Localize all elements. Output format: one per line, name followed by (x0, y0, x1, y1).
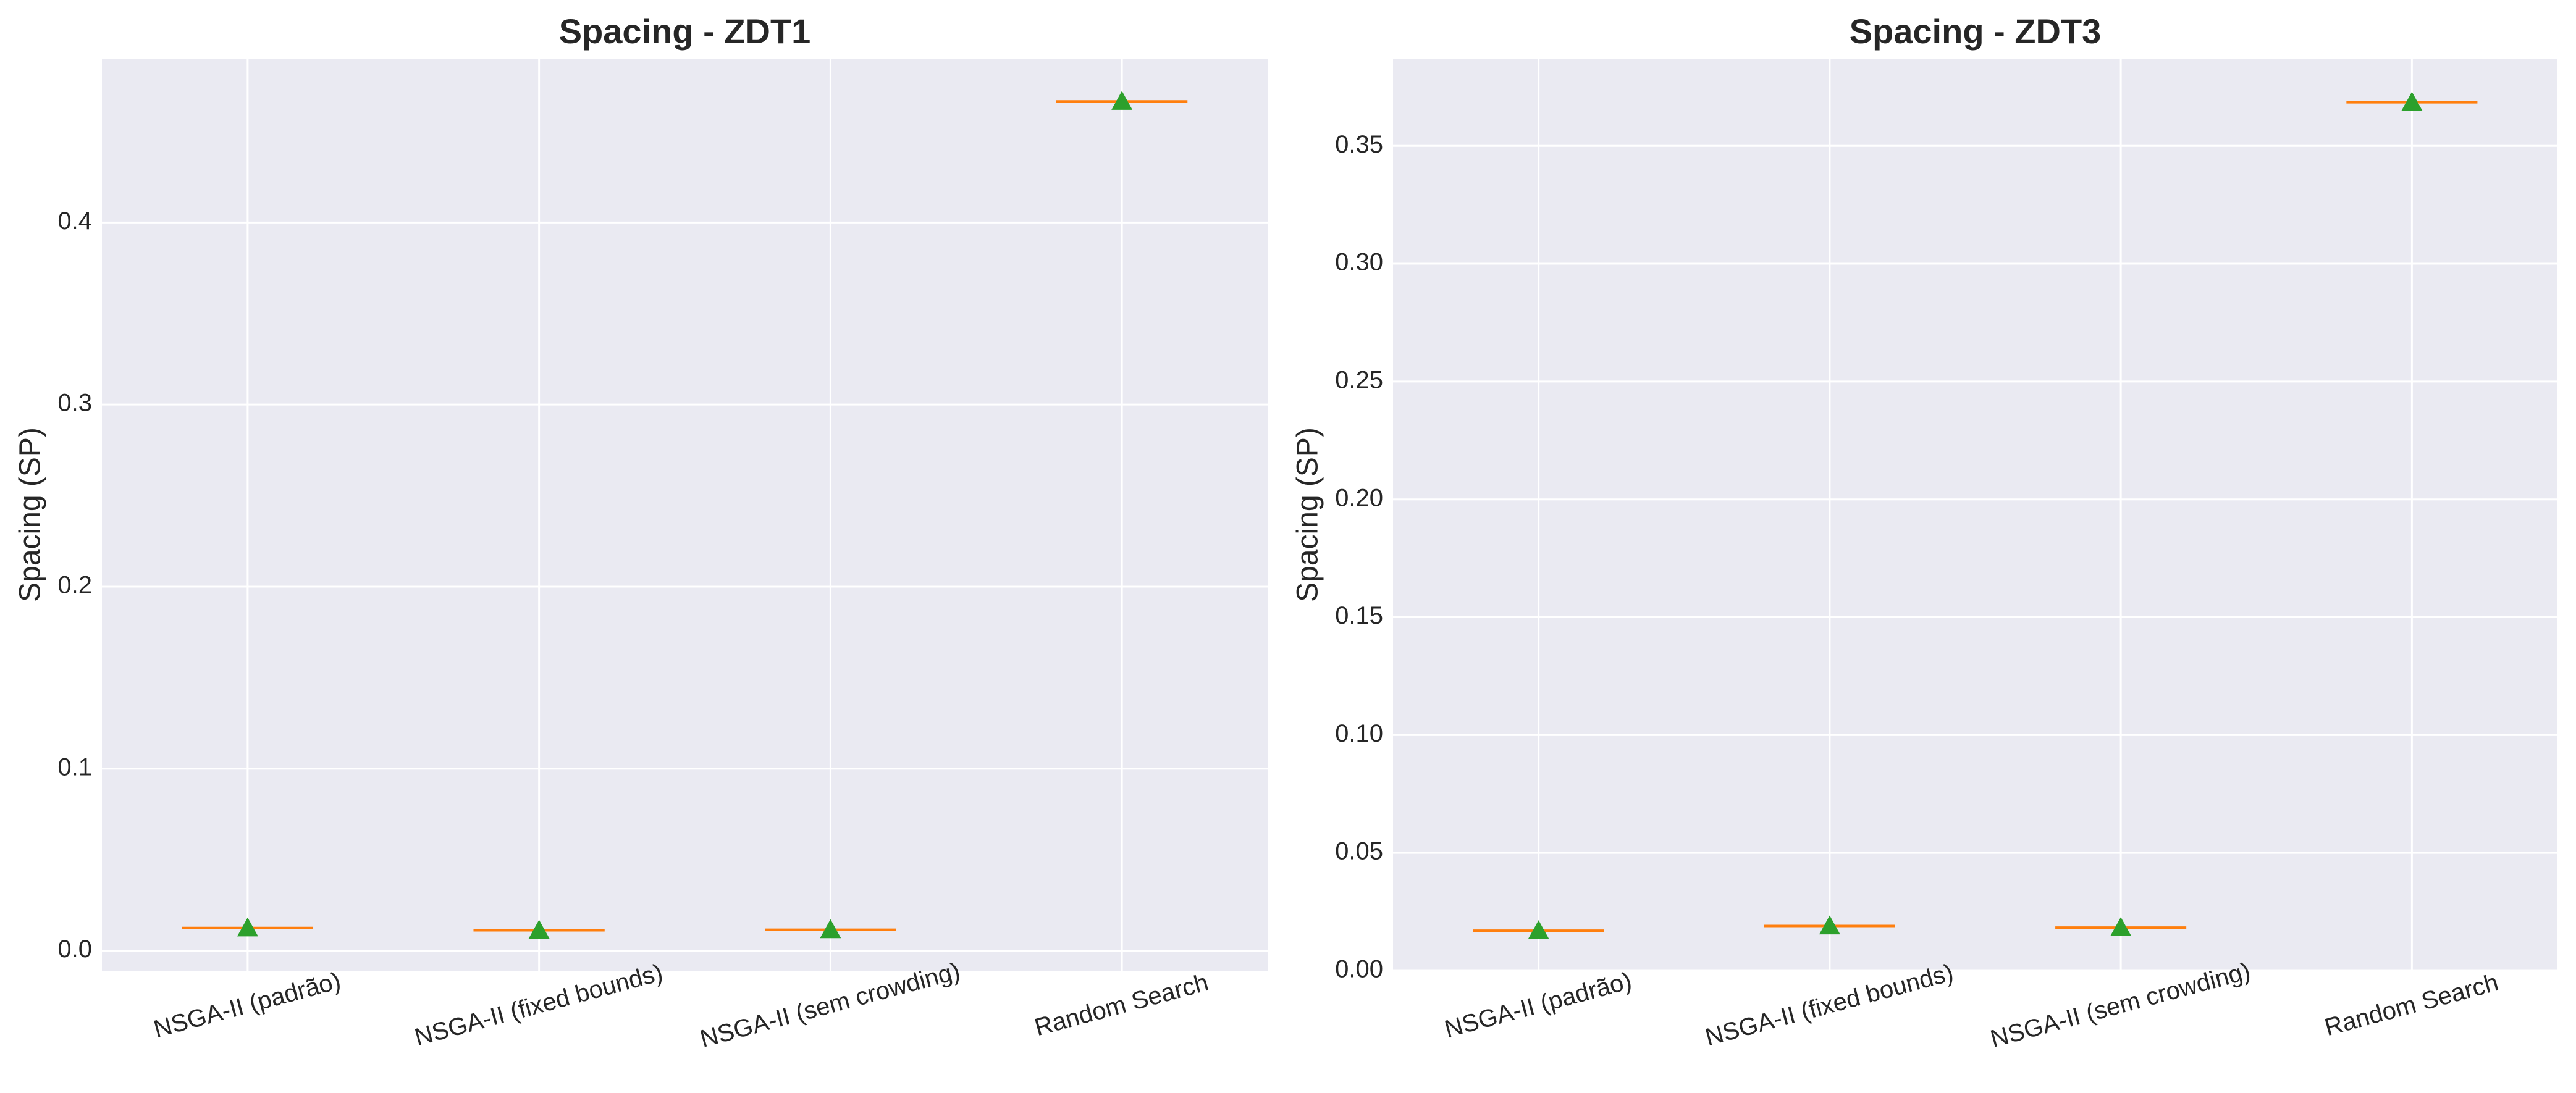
x-tick-label: NSGA-II (fixed bounds) (412, 959, 666, 1052)
y-tick-label: 0.3 (57, 390, 92, 417)
y-tick-label: 0.00 (1335, 956, 1383, 983)
x-tick-label: NSGA-II (sem crowding) (697, 957, 963, 1053)
x-tick-label: NSGA-II (padrão) (151, 967, 343, 1043)
y-tick-label: 0.35 (1335, 131, 1383, 158)
mean-marker (528, 919, 550, 939)
mean-marker (2401, 91, 2423, 111)
y-axis-label: Spacing (SP) (1292, 427, 1324, 602)
y-tick-label: 0.10 (1335, 720, 1383, 747)
y-tick-label: 0.15 (1335, 602, 1383, 629)
y-tick-label: 0.20 (1335, 484, 1383, 511)
y-tick-label: 0.4 (57, 207, 92, 235)
chart-panel-zdt1: 0.0 0.1 0.2 0.3 0.4 NSGA-II (padrão) NSGA-II (… (14, 12, 1268, 1053)
chart-panel-zdt3: 0.00 0.05 0.10 0.15 0.20 0.25 0.30 0.35 NSGA-II … (1292, 12, 2557, 1053)
plot-area (102, 59, 1268, 971)
y-tick-label: 0.05 (1335, 838, 1383, 865)
plot-area (1393, 59, 2557, 971)
x-tick-label: Random Search (2321, 969, 2501, 1041)
x-tick-label: NSGA-II (padrão) (1442, 967, 1635, 1043)
y-tick-label: 0.2 (57, 572, 92, 599)
mean-marker (2110, 917, 2132, 936)
y-tick-label: 0.0 (57, 936, 92, 963)
mean-marker (1819, 915, 1840, 935)
chart-title: Spacing - ZDT1 (559, 12, 811, 51)
y-axis-label: Spacing (SP) (14, 427, 47, 602)
mean-marker (1528, 920, 1549, 939)
x-tick-label: NSGA-II (fixed bounds) (1703, 959, 1956, 1052)
y-tick-label: 0.25 (1335, 366, 1383, 393)
y-tick-label: 0.1 (57, 753, 92, 781)
x-tick-label: Random Search (1032, 969, 1211, 1041)
y-tick-label: 0.30 (1335, 249, 1383, 276)
x-tick-label: NSGA-II (sem crowding) (1987, 957, 2253, 1053)
mean-marker (820, 919, 841, 939)
chart-title: Spacing - ZDT3 (1850, 12, 2102, 51)
mean-marker (1111, 91, 1133, 110)
mean-marker (237, 917, 258, 937)
